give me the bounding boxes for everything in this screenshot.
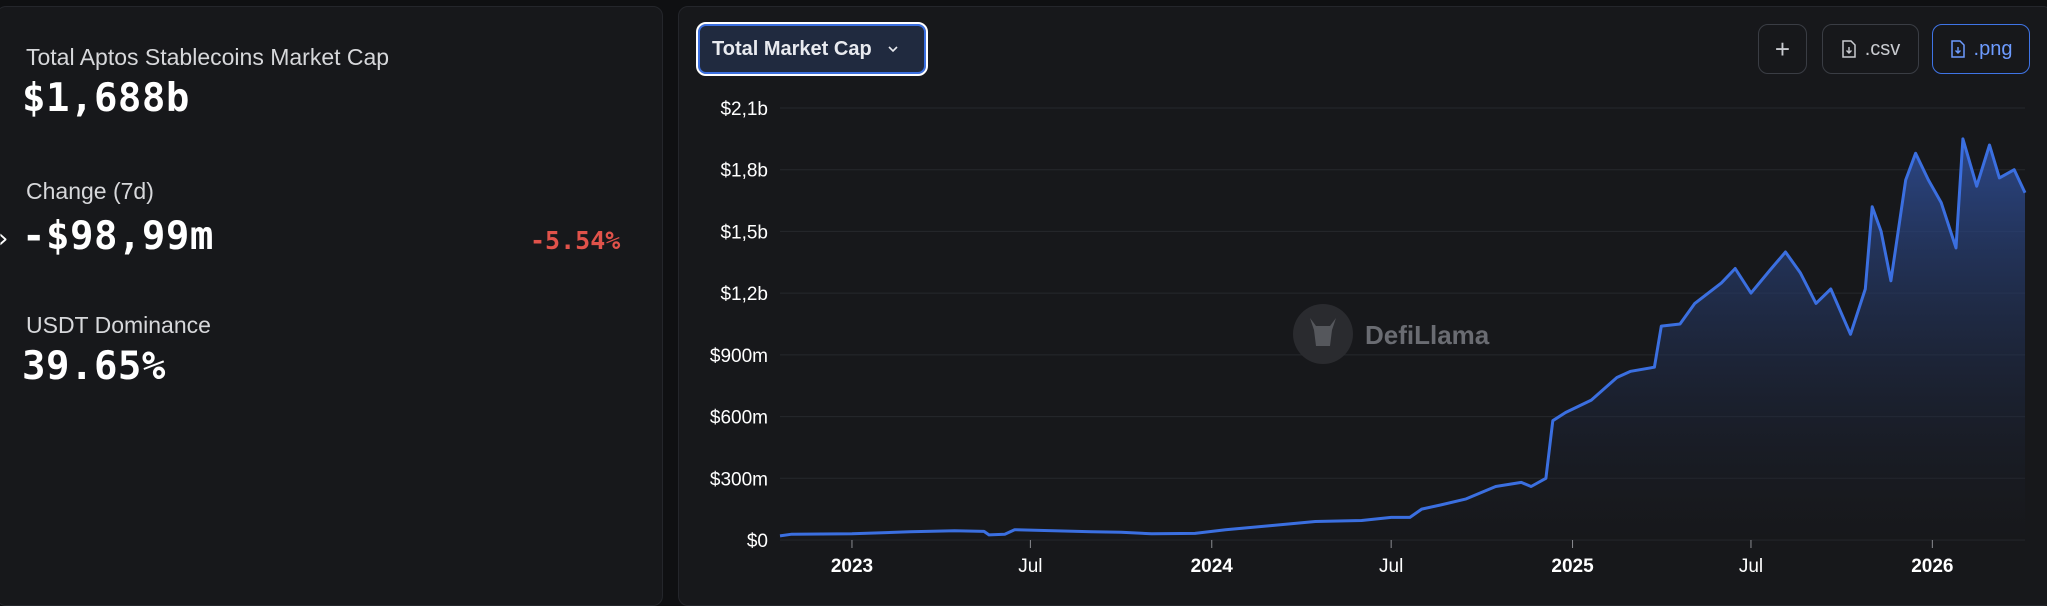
png-label: .png — [1973, 37, 2013, 60]
x-tick-label: Jul — [1018, 556, 1042, 577]
llama-head-icon — [1310, 318, 1336, 346]
dominance-label: USDT Dominance — [26, 312, 211, 338]
x-axis: 2023 Jul 2024 Jul 2025 Jul 2026 — [831, 540, 1953, 577]
y-tick-label: $600m — [710, 408, 768, 429]
watermark-text: DefiLlama — [1365, 320, 1490, 350]
metric-dropdown-label: Total Market Cap — [712, 37, 872, 60]
chevron-right-icon[interactable]: › — [0, 224, 8, 254]
y-tick-label: $1,2b — [720, 284, 768, 305]
y-tick-label: $300m — [710, 469, 768, 490]
add-button-label: + — [1774, 33, 1791, 64]
change-value: -$98,99m — [22, 214, 214, 259]
csv-label: .csv — [1864, 37, 1901, 60]
x-tick-label: 2023 — [831, 556, 873, 577]
market-cap-line — [779, 137, 2027, 538]
y-axis: $0 $300m $600m $900m $1,2b $1,5b $1,8b $2,1b — [710, 99, 768, 552]
x-tick-label: 2026 — [1911, 556, 1953, 577]
change-label: Change (7d) — [26, 178, 154, 204]
download-png-button[interactable]: .png — [1932, 24, 2030, 74]
metric-dropdown[interactable]: Total Market Cap — [696, 22, 928, 76]
y-tick-label: $1,5b — [720, 222, 768, 243]
watermark: DefiLlama — [1293, 304, 1490, 364]
x-tick-label: Jul — [1739, 556, 1763, 577]
x-tick-label: Jul — [1379, 556, 1403, 577]
market-cap-chart: $0 $300m $600m $900m $1,2b $1,5b $1,8b $2,1b 20… — [710, 99, 2027, 577]
y-tick-label: $2,1b — [720, 99, 768, 120]
file-download-icon — [1950, 40, 1965, 58]
market-cap-area — [780, 138, 2025, 540]
y-tick-label: $0 — [747, 531, 768, 552]
y-tick-label: $1,8b — [720, 161, 768, 182]
file-download-icon — [1841, 40, 1856, 58]
x-tick-label: 2025 — [1551, 556, 1594, 577]
change-percent: -5.54% — [530, 226, 621, 255]
summary-panel — [0, 6, 663, 606]
download-csv-button[interactable]: .csv — [1822, 24, 1919, 74]
market-cap-value: $1,688b — [22, 76, 190, 121]
dominance-value: 39.65% — [22, 344, 166, 389]
x-tick-label: 2024 — [1191, 556, 1234, 577]
market-cap-label: Total Aptos Stablecoins Market Cap — [26, 44, 390, 70]
add-button[interactable]: + — [1758, 24, 1807, 74]
y-tick-label: $900m — [710, 346, 768, 367]
chevron-down-icon — [888, 46, 898, 53]
